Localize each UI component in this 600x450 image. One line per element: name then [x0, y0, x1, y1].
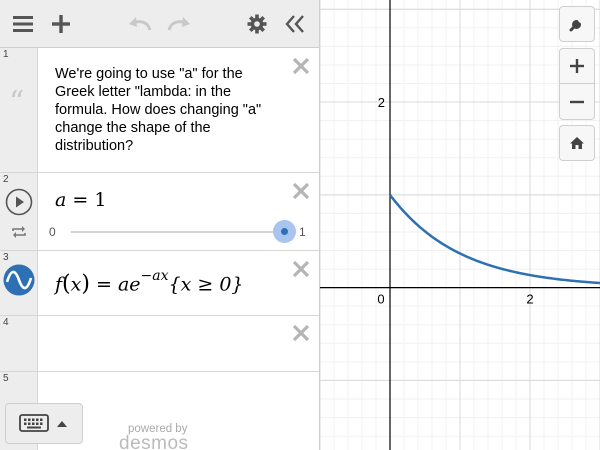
- function-curve[interactable]: [389, 194, 600, 285]
- keyboard-icon: [19, 414, 49, 432]
- function-arg: x: [70, 273, 82, 296]
- wrench-icon: [569, 18, 583, 32]
- home-icon: [570, 137, 584, 149]
- desmos-logo: desmos: [119, 433, 189, 450]
- expression-number: 4: [3, 317, 9, 328]
- x-tick-label-0: 0: [377, 292, 384, 307]
- delete-expression-icon[interactable]: [291, 56, 311, 76]
- hamburger-menu-icon[interactable]: [9, 10, 37, 38]
- exponent: −ax: [140, 268, 169, 284]
- collapse-panel-button[interactable]: [281, 10, 309, 38]
- graph-color-icon[interactable]: [3, 264, 35, 296]
- plus-icon: [570, 59, 584, 73]
- play-slider-icon[interactable]: [5, 188, 33, 216]
- slider-value: 1: [94, 189, 107, 211]
- slider-expression[interactable]: a = 1: [55, 189, 106, 211]
- slider-handle-dot: [280, 228, 288, 235]
- powered-by-text: powered by: [128, 423, 188, 435]
- note-text[interactable]: We're going to use "a" for the Greek let…: [55, 66, 262, 154]
- add-expression-button[interactable]: [47, 10, 75, 38]
- delete-expression-icon[interactable]: [291, 259, 311, 279]
- expression-number: 3: [3, 252, 9, 263]
- open-paren: (: [62, 271, 71, 297]
- expression-row-note[interactable]: 1 “ We're going to use "a" for the Greek…: [0, 48, 319, 173]
- plus-icon: [52, 15, 70, 33]
- expression-number: 5: [3, 373, 9, 384]
- minus-icon: [570, 100, 584, 103]
- slider-track[interactable]: [71, 231, 284, 233]
- expression-panel: 1 “ We're going to use "a" for the Greek…: [0, 0, 320, 450]
- equals-sign: =: [96, 273, 112, 296]
- expression-row-slider[interactable]: 2 a = 1 0 1: [0, 173, 319, 251]
- zoom-out-button[interactable]: [559, 84, 595, 120]
- keyboard-toggle-button[interactable]: [5, 403, 83, 444]
- expression-toolbar: [0, 0, 319, 48]
- double-chevron-left-icon: [285, 15, 304, 33]
- slider-max-label[interactable]: 1: [299, 225, 306, 239]
- expression-row-empty[interactable]: 4: [0, 316, 319, 372]
- function-expression[interactable]: f(x) = ae−ax{x ≥ 0}: [55, 268, 244, 297]
- close-paren: ): [81, 271, 90, 297]
- expression-number: 2: [3, 174, 9, 185]
- expression-number: 1: [3, 49, 9, 60]
- loop-mode-icon[interactable]: [11, 225, 27, 239]
- redo-button[interactable]: [165, 10, 193, 38]
- expression-row-function[interactable]: 3 f(x) = ae−ax{x ≥ 0}: [0, 251, 319, 316]
- gear-icon: [247, 14, 267, 34]
- slider-variable: a: [55, 189, 67, 211]
- expression-row-new[interactable]: 5: [0, 372, 319, 450]
- delete-expression-icon[interactable]: [291, 181, 311, 201]
- note-quote-icon: “: [9, 85, 25, 120]
- y-tick-label-2: 2: [378, 95, 385, 110]
- coefficient: a: [117, 273, 130, 296]
- equals-sign: =: [72, 189, 89, 211]
- x-tick-label-2: 2: [526, 292, 533, 307]
- delete-expression-icon[interactable]: [291, 323, 311, 343]
- euler-e: e: [129, 273, 141, 296]
- domain-restriction: {x ≥ 0}: [168, 273, 244, 296]
- function-name: f: [55, 273, 63, 296]
- undo-button[interactable]: [126, 10, 154, 38]
- expression-gutter: [0, 48, 38, 450]
- slider-handle[interactable]: [272, 220, 296, 243]
- zoom-in-button[interactable]: [559, 48, 595, 84]
- caret-up-icon: [57, 421, 67, 427]
- slider-min-label[interactable]: 0: [49, 225, 56, 239]
- settings-button[interactable]: [243, 10, 271, 38]
- default-viewport-button[interactable]: [559, 125, 595, 161]
- graph-canvas[interactable]: 2 0 2: [320, 0, 600, 450]
- undo-arrow-icon: [129, 17, 152, 31]
- graph-settings-button[interactable]: [559, 6, 595, 42]
- redo-arrow-icon: [167, 17, 190, 31]
